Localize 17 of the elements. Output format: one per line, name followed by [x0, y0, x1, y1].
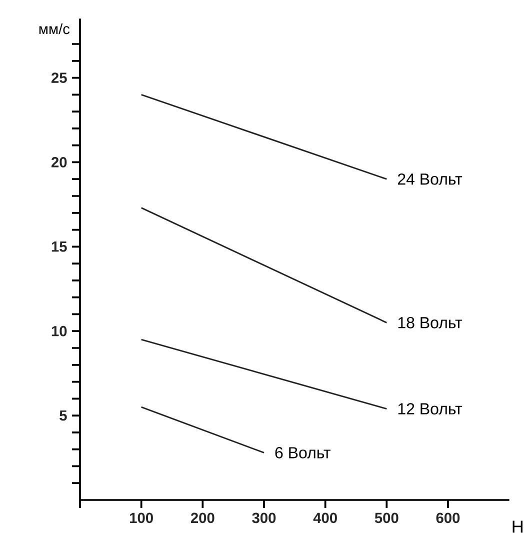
y-tick-label: 25: [51, 72, 67, 83]
y-tick-label: 5: [60, 410, 67, 421]
series-label: 24 Вольт: [398, 173, 462, 185]
x-tick-label: 100: [130, 512, 153, 524]
series-label: 18 Вольт: [398, 317, 462, 328]
x-tick-label: 300: [252, 512, 276, 524]
series-label: 6 Вольт: [275, 447, 331, 458]
y-tick-label: 10: [52, 326, 67, 336]
series-label: 12 Вольт: [398, 403, 462, 414]
x-tick-label: 500: [374, 512, 398, 524]
y-tick-label: 20: [51, 157, 67, 168]
y-axis-title: мм/с: [39, 23, 70, 34]
x-tick-label: 400: [313, 512, 337, 524]
y-tick-label: 15: [52, 242, 67, 252]
x-tick-label: 600: [436, 512, 460, 524]
x-tick-label: 200: [190, 512, 214, 524]
x-axis-title: Н: [512, 520, 522, 533]
